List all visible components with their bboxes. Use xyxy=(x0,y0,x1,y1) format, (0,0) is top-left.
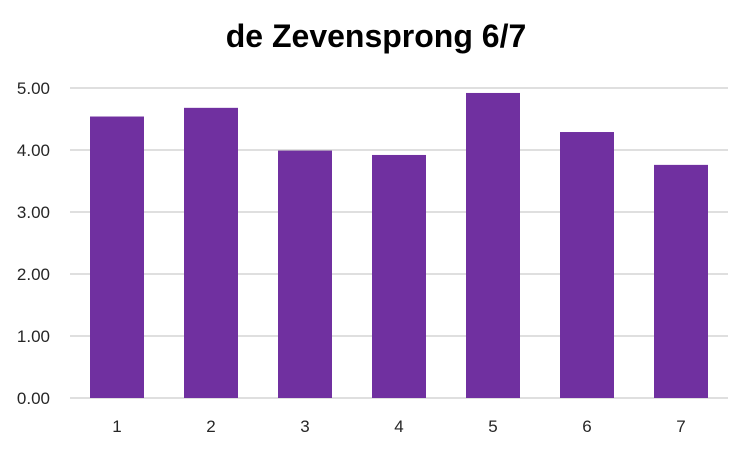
y-tick-label: 5.00 xyxy=(17,79,50,98)
bar xyxy=(184,107,238,398)
bar xyxy=(90,116,144,399)
y-tick-label: 3.00 xyxy=(17,203,50,222)
x-tick-label: 2 xyxy=(206,417,215,436)
y-tick-label: 1.00 xyxy=(17,327,50,346)
bar xyxy=(372,154,426,398)
x-tick-label: 5 xyxy=(488,417,497,436)
x-tick-label: 4 xyxy=(394,417,403,436)
chart-title: de Zevensprong 6/7 xyxy=(225,18,527,54)
x-tick-label: 1 xyxy=(112,417,121,436)
y-tick-label: 0.00 xyxy=(17,389,50,408)
bar xyxy=(654,164,708,398)
x-tick-label: 6 xyxy=(582,417,591,436)
x-tick-label: 7 xyxy=(676,417,685,436)
y-tick-label: 4.00 xyxy=(17,141,50,160)
bar xyxy=(466,92,520,399)
bar xyxy=(278,150,332,398)
y-tick-label: 2.00 xyxy=(17,265,50,284)
bar xyxy=(560,132,614,398)
x-tick-label: 3 xyxy=(300,417,309,436)
